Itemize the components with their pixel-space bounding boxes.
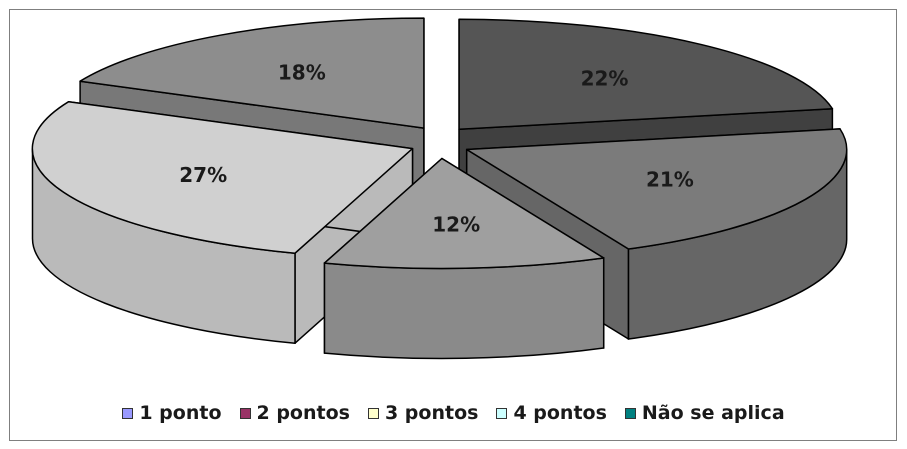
slice-4-pontos bbox=[31, 100, 414, 254]
legend-swatch-1-ponto bbox=[122, 407, 134, 419]
slice-nao-se-aplica bbox=[79, 17, 425, 129]
legend-item-2-pontos: 2 pontos bbox=[239, 402, 350, 424]
legend-label-1-ponto: 1 ponto bbox=[139, 402, 222, 424]
legend-item-3-pontos: 3 pontos bbox=[367, 402, 479, 424]
legend-swatch-2-pontos bbox=[239, 407, 251, 419]
legend-label-nao-se-aplica: Não se aplica bbox=[641, 402, 785, 424]
slice-2-pontos bbox=[465, 128, 848, 250]
legend-label-3-pontos: 3 pontos bbox=[384, 402, 479, 424]
legend-label-2-pontos: 2 pontos bbox=[256, 402, 350, 424]
data-label-3-pontos: 12% bbox=[432, 212, 480, 236]
slice-3-pontos bbox=[323, 157, 605, 270]
legend-label-4-pontos: 4 pontos bbox=[513, 402, 607, 424]
legend-swatch-nao-se-aplica bbox=[624, 407, 636, 419]
legend-item-nao-se-aplica: Não se aplica bbox=[624, 402, 785, 424]
legend-item-1-ponto: 1 ponto bbox=[122, 402, 222, 424]
data-label-nao-se-aplica: 18% bbox=[278, 60, 326, 84]
legend-swatch-3-pontos bbox=[367, 407, 379, 419]
legend: 1 ponto 2 pontos 3 pontos 4 pontos Não s… bbox=[0, 393, 907, 433]
data-label-4-pontos: 27% bbox=[179, 163, 227, 187]
legend-swatch-4-pontos bbox=[496, 407, 508, 419]
slice-outer-wall-3-pontos-0 bbox=[323, 257, 605, 360]
slice-1-ponto bbox=[458, 18, 834, 131]
data-label-1-ponto: 22% bbox=[581, 66, 629, 90]
data-label-2-pontos: 21% bbox=[646, 168, 694, 192]
legend-item-4-pontos: 4 pontos bbox=[496, 402, 607, 424]
